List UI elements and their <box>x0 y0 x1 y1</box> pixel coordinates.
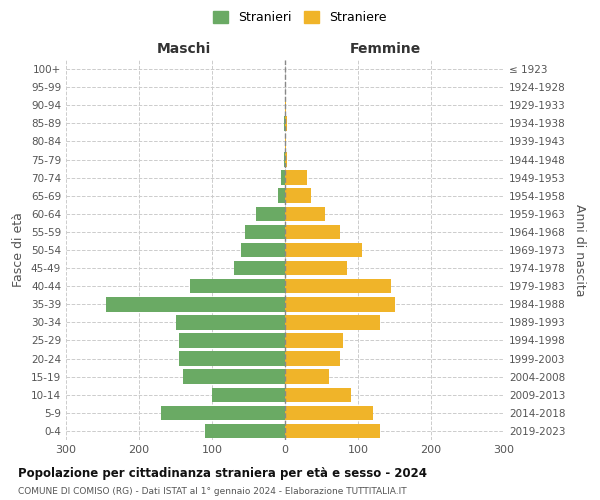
Bar <box>285 406 373 420</box>
Bar <box>285 116 287 130</box>
Bar <box>179 333 285 347</box>
Text: Popolazione per cittadinanza straniera per età e sesso - 2024: Popolazione per cittadinanza straniera p… <box>18 468 427 480</box>
Bar <box>179 352 285 366</box>
Text: Femmine: Femmine <box>350 42 421 56</box>
Bar <box>285 261 347 276</box>
Bar <box>285 188 311 203</box>
Bar <box>285 98 286 112</box>
Bar <box>183 370 285 384</box>
Bar <box>245 224 285 239</box>
Text: Maschi: Maschi <box>157 42 211 56</box>
Bar <box>285 134 286 148</box>
Bar <box>285 424 380 438</box>
Bar <box>285 206 325 221</box>
Bar <box>176 315 285 330</box>
Bar <box>190 279 285 293</box>
Bar <box>281 170 285 185</box>
Bar <box>278 188 285 203</box>
Y-axis label: Fasce di età: Fasce di età <box>13 212 25 288</box>
Bar <box>285 243 362 257</box>
Bar <box>285 352 340 366</box>
Bar <box>285 170 307 185</box>
Bar <box>106 297 285 312</box>
Bar <box>285 315 380 330</box>
Bar <box>285 279 391 293</box>
Y-axis label: Anni di nascita: Anni di nascita <box>574 204 586 296</box>
Bar <box>285 388 350 402</box>
Bar <box>241 243 285 257</box>
Bar <box>256 206 285 221</box>
Text: COMUNE DI COMISO (RG) - Dati ISTAT al 1° gennaio 2024 - Elaborazione TUTTITALIA.: COMUNE DI COMISO (RG) - Dati ISTAT al 1°… <box>18 488 407 496</box>
Bar <box>285 224 340 239</box>
Bar <box>285 152 287 167</box>
Bar <box>212 388 285 402</box>
Bar <box>205 424 285 438</box>
Bar <box>284 152 285 167</box>
Bar <box>234 261 285 276</box>
Bar <box>285 370 329 384</box>
Bar <box>285 333 343 347</box>
Bar <box>161 406 285 420</box>
Legend: Stranieri, Straniere: Stranieri, Straniere <box>208 6 392 29</box>
Bar <box>285 297 395 312</box>
Bar <box>284 116 285 130</box>
